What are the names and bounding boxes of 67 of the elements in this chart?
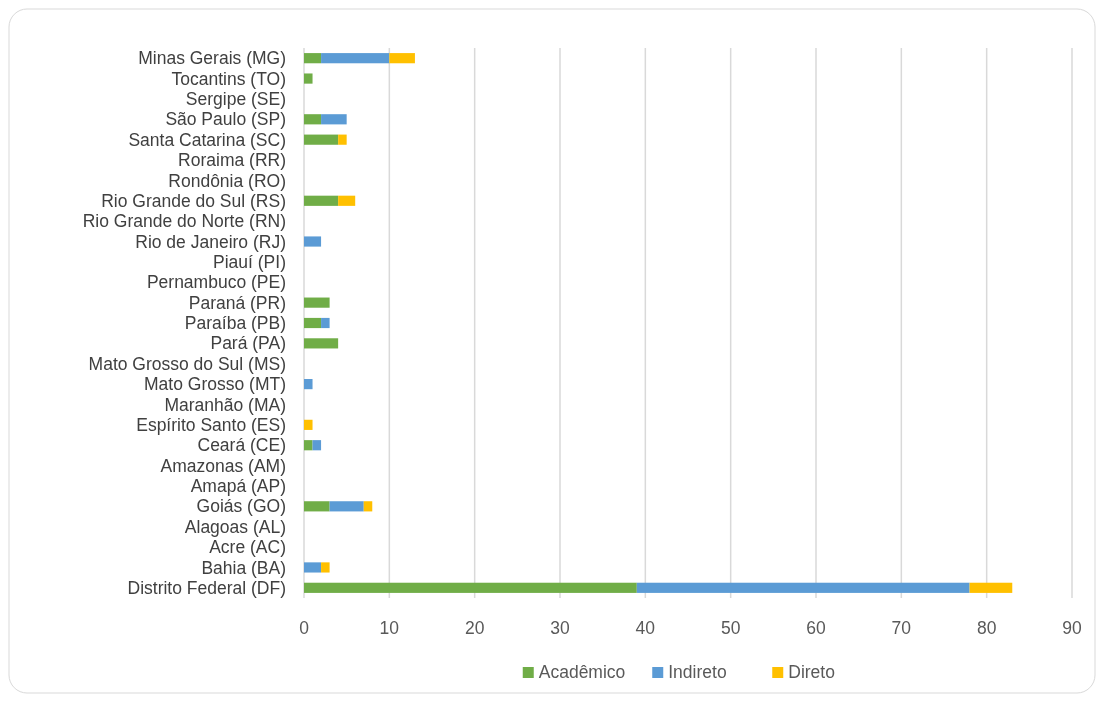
- bar: [304, 582, 637, 593]
- y-tick-label: Santa Catarina (SC): [128, 129, 286, 150]
- bar: [304, 419, 313, 430]
- y-tick-label: Ceará (CE): [197, 435, 286, 456]
- x-tick-label: 40: [635, 618, 656, 638]
- x-tick-label: 60: [806, 618, 826, 638]
- x-tick-label: 10: [379, 618, 400, 638]
- bar: [304, 338, 339, 349]
- y-tick-label: Maranhão (MA): [164, 394, 286, 415]
- y-tick-label: Piauí (PI): [213, 252, 286, 273]
- y-tick-label: Acre (AC): [209, 537, 286, 558]
- y-tick-label: Alagoas (AL): [184, 516, 286, 537]
- y-tick-label: Rio Grande do Norte (RN): [82, 211, 286, 232]
- x-tick-label: 50: [720, 618, 741, 638]
- bar: [304, 236, 322, 247]
- bar: [304, 501, 330, 512]
- y-tick-label: São Paulo (SP): [165, 109, 286, 130]
- bar: [321, 53, 390, 64]
- y-tick-label: Rondônia (RO): [168, 170, 286, 191]
- y-tick-label: Bahia (BA): [201, 557, 286, 578]
- x-tick-label: 90: [1062, 618, 1082, 638]
- bar: [321, 114, 347, 125]
- y-tick-label: Roraima (RR): [178, 150, 286, 171]
- bar: [304, 317, 322, 329]
- y-tick-label: Tocantins (TO): [171, 68, 286, 89]
- x-tick-label: 30: [550, 618, 570, 638]
- bar: [304, 297, 330, 308]
- bar: [969, 582, 1013, 593]
- bar: [304, 53, 322, 64]
- x-tick-label: 80: [976, 618, 997, 638]
- bar: [304, 73, 313, 84]
- bar: [304, 195, 339, 206]
- bar: [321, 562, 330, 573]
- y-tick-label: Pernambuco (PE): [146, 272, 286, 293]
- bar: [338, 195, 356, 206]
- x-tick-label: 0: [299, 618, 310, 638]
- y-tick-label: Distrito Federal (DF): [127, 577, 286, 598]
- bar: [304, 379, 313, 390]
- bar: [304, 114, 322, 125]
- bar: [304, 134, 339, 145]
- y-tick-label: Paraná (PR): [188, 292, 286, 313]
- y-tick-label: Paraíba (PB): [184, 313, 286, 334]
- legend-label: Indireto: [668, 662, 727, 682]
- y-tick-label: Mato Grosso (MT): [144, 374, 286, 395]
- y-tick-label: Rio Grande do Sul (RS): [101, 190, 286, 211]
- y-tick-label: Espírito Santo (ES): [136, 414, 286, 435]
- legend-label: Direto: [788, 662, 835, 682]
- y-tick-label: Minas Gerais (MG): [138, 48, 286, 69]
- x-tick-label: 20: [464, 618, 485, 638]
- y-tick-label: Mato Grosso do Sul (MS): [88, 353, 286, 374]
- y-tick-label: Sergipe (SE): [185, 89, 286, 110]
- y-tick-label: Pará (PA): [210, 333, 286, 354]
- x-tick-label: 70: [891, 618, 912, 638]
- bar: [636, 582, 970, 593]
- bar: [338, 134, 347, 145]
- bar: [312, 440, 322, 451]
- bar: [363, 501, 373, 512]
- bar: [389, 53, 415, 64]
- y-tick-label: Rio de Janeiro (RJ): [135, 231, 286, 252]
- y-tick-label: Amazonas (AM): [160, 455, 286, 476]
- bar: [321, 317, 330, 329]
- y-tick-label: Goiás (GO): [196, 496, 286, 517]
- bar: [304, 562, 322, 573]
- y-tick-label: Amapá (AP): [190, 476, 286, 497]
- bar: [304, 440, 313, 451]
- bar: [329, 501, 364, 512]
- legend-label: Acadêmico: [538, 662, 626, 682]
